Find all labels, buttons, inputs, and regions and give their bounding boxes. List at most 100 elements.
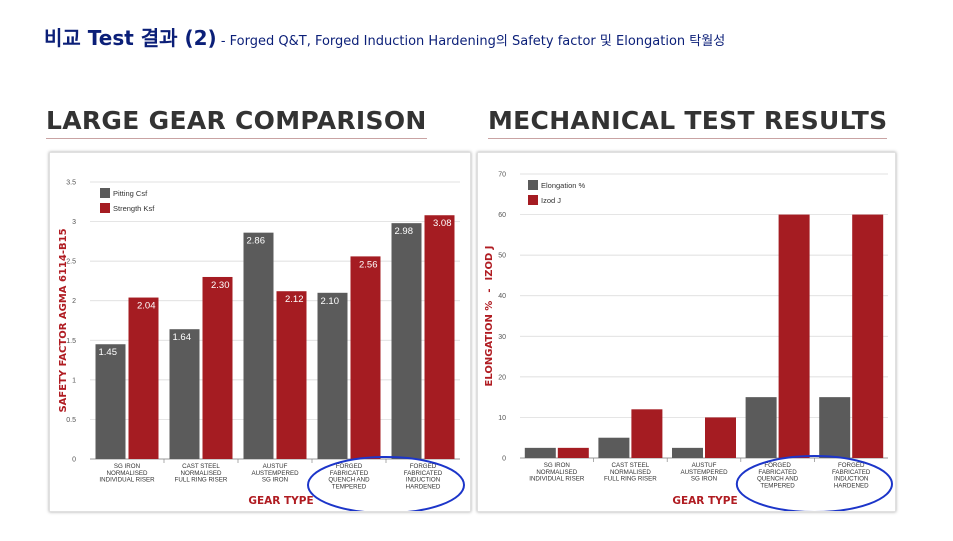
y-axis-title-part: - (484, 289, 495, 293)
x-axis-title: GEAR TYPE (248, 495, 313, 507)
x-category-label: SG IRON (691, 476, 717, 483)
x-category-label: INDIVIDUAL RISER (99, 477, 155, 484)
bar-strength-ksf (128, 297, 159, 459)
y-tick-label: 0 (502, 456, 506, 463)
y-tick-label: 1.5 (66, 338, 76, 345)
y-tick-label: 20 (498, 374, 506, 381)
right-chart-panel: 0 10 20 30 40 50 60 70 SG IRON NORMALISED INDIVIDU… (477, 152, 896, 512)
bar-value-label: 2.12 (285, 294, 304, 305)
legend-label: Elongation % (541, 181, 586, 190)
slide-title-main: 비교 Test 결과 (2) (44, 26, 217, 50)
bar-pitting-csf (391, 223, 422, 459)
bar-pitting-csf (317, 292, 348, 459)
y-axis-title: ELONGATION % - IZOD J (484, 246, 495, 387)
y-tick-label: 70 (498, 172, 506, 179)
slide-title-subtitle: Forged Q&T, Forged Induction Hardening의 … (229, 34, 726, 49)
x-category-label: FULL RING RISER (175, 477, 228, 484)
bar-izod-j (705, 417, 736, 458)
bar-strength-ksf (424, 215, 455, 459)
bar-value-label: 3.08 (433, 218, 452, 229)
bar-elongation- (524, 447, 556, 458)
legend-label: Izod J (541, 196, 561, 205)
x-category-label: CAST STEEL (612, 462, 650, 469)
y-tick-label: 40 (498, 293, 506, 300)
x-category-label: TEMPERED (332, 483, 367, 490)
right-panel-heading: MECHANICAL TEST RESULTS (488, 106, 888, 139)
bar-izod-j (778, 214, 810, 458)
bar-strength-ksf (350, 256, 381, 459)
x-category-label: INDIVIDUAL RISER (529, 476, 585, 483)
y-tick-label: 0.5 (66, 417, 76, 424)
left-chart-panel: 0 0.5 1 1.5 2 2.5 3 3.5 1.45 2.04 SG IRON NORMALISE… (49, 152, 471, 512)
y-tick-label: 3.5 (66, 180, 76, 187)
y-tick-label: 3 (72, 219, 76, 226)
legend-swatch (100, 203, 110, 213)
legend-swatch (528, 195, 538, 205)
x-category-label: FORGED (764, 462, 791, 469)
x-category-label: FABRICATED (832, 469, 871, 476)
x-category-label: FABRICATED (330, 470, 369, 477)
bar-value-label: 2.10 (321, 296, 340, 307)
bar-pitting-csf (243, 232, 274, 459)
x-category-label: FULL RING RISER (604, 476, 657, 483)
bar-strength-ksf (276, 291, 307, 459)
bar-strength-ksf (202, 276, 233, 459)
y-tick-label: 2.5 (66, 259, 76, 266)
x-category-label: AUSTEMPERED (680, 469, 728, 476)
y-tick-label: 60 (498, 212, 506, 219)
bar-value-label: 2.86 (247, 236, 266, 247)
y-tick-label: 2 (72, 298, 76, 305)
x-category-label: NORMALISED (536, 469, 577, 476)
bar-elongation- (672, 447, 703, 458)
x-category-label: TEMPERED (760, 482, 795, 489)
bar-pitting-csf (169, 329, 200, 459)
x-axis-title: GEAR TYPE (672, 495, 737, 507)
x-category-label: AUSTUF (692, 462, 717, 469)
x-category-label: FABRICATED (758, 469, 797, 476)
x-category-label: FORGED (410, 463, 437, 470)
x-category-label: SG IRON (114, 463, 140, 470)
bar-value-label: 1.45 (99, 347, 118, 358)
legend-label: Pitting Csf (113, 189, 148, 198)
x-category-label: QUENCH AND (328, 477, 370, 484)
y-axis-title-part: IZOD J (484, 246, 495, 281)
y-tick-label: 10 (498, 415, 506, 422)
x-category-label: NORMALISED (107, 470, 148, 477)
x-category-label: AUSTEMPERED (251, 470, 299, 477)
bar-elongation- (598, 437, 630, 458)
x-category-label: FABRICATED (404, 470, 443, 477)
x-category-label: FORGED (336, 463, 363, 470)
x-category-label: SG IRON (262, 477, 288, 484)
slide-title-separator: - (216, 34, 230, 49)
bar-elongation- (819, 397, 851, 458)
y-axis-title: SAFETY FACTOR AGMA 6114-B15 (58, 228, 69, 412)
x-category-label: NORMALISED (181, 470, 222, 477)
x-category-label: QUENCH AND (757, 476, 799, 483)
highlight-circle (307, 456, 465, 511)
y-axis-title-part: ELONGATION % (484, 301, 495, 387)
left-panel-heading: LARGE GEAR COMPARISON (46, 106, 427, 139)
legend-swatch (528, 180, 538, 190)
y-tick-label: 30 (498, 334, 506, 341)
x-category-label: HARDENED (834, 482, 869, 489)
bar-value-label: 2.30 (211, 280, 230, 291)
bar-value-label: 2.56 (359, 259, 378, 270)
x-category-label: CAST STEEL (182, 463, 220, 470)
y-tick-label: 50 (498, 253, 506, 260)
x-category-label: AUSTUF (263, 463, 288, 470)
x-category-label: FORGED (838, 462, 865, 469)
bar-izod-j (557, 447, 589, 458)
highlight-circle (735, 455, 893, 511)
x-category-label: SG IRON (544, 462, 570, 469)
y-tick-label: 0 (72, 457, 76, 464)
bar-elongation- (745, 397, 777, 458)
x-category-label: HARDENED (406, 483, 441, 490)
bar-izod-j (852, 214, 884, 458)
x-category-label: INDUCTION (834, 476, 868, 483)
bar-value-label: 1.64 (173, 332, 192, 343)
x-category-label: INDUCTION (406, 477, 440, 484)
slide-title: 비교 Test 결과 (2) - Forged Q&T, Forged Indu… (44, 22, 725, 51)
x-category-label: NORMALISED (610, 469, 651, 476)
